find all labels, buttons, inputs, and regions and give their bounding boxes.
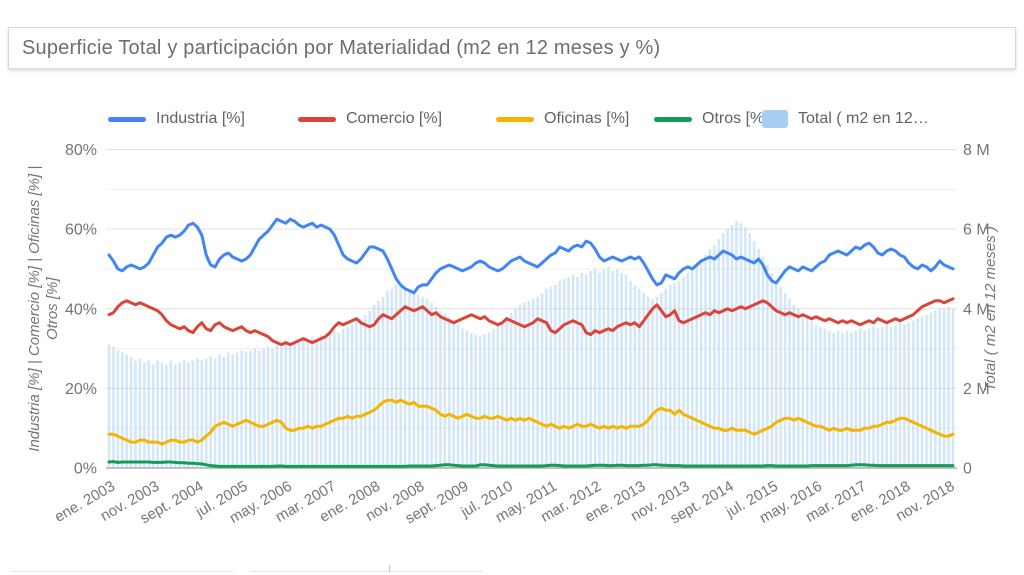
total-bar-swatch-icon [762, 110, 788, 128]
chart-title: Superficie Total y participación por Mat… [22, 36, 661, 59]
legend-item-total: Total ( m2 en 12… [762, 106, 929, 132]
svg-text:Otros [%]: Otros [%] [44, 277, 61, 340]
svg-text:6 M: 6 M [963, 222, 990, 239]
right-axis-title: Total ( m2 en 12 meses ) [982, 226, 999, 391]
svg-text:4 M: 4 M [963, 301, 990, 318]
svg-text:60%: 60% [65, 222, 97, 239]
legend-label: Comercio [%] [346, 110, 443, 127]
legend-label: Industria [%] [156, 110, 245, 127]
series-lines [107, 217, 955, 468]
svg-text:0%: 0% [74, 461, 97, 478]
left-axis-tick-labels: 0% 20% 40% 60% 80% [65, 142, 97, 478]
legend-item-oficinas: Oficinas [%] [496, 106, 629, 132]
bottom-range-handle-partial[interactable] [389, 565, 390, 572]
bottom-range-control-partial[interactable] [250, 571, 483, 572]
comercio-line-swatch-icon [298, 116, 336, 122]
legend-label: Oficinas [%] [544, 110, 630, 127]
legend-item-otros: Otros [%] [654, 106, 769, 132]
svg-text:2 M: 2 M [963, 381, 990, 398]
svg-text:Industria [%] | Comercio [%] |: Industria [%] | Comercio [%] | Oficinas … [26, 166, 43, 452]
chart-title-card: Superficie Total y participación por Mat… [8, 27, 1016, 69]
legend-item-comercio: Comercio [%] [298, 106, 442, 132]
industria-line-swatch-icon [108, 116, 146, 122]
svg-text:0: 0 [963, 461, 972, 478]
oficinas-line-swatch-icon [496, 116, 534, 122]
otros-line-swatch-icon [654, 116, 692, 122]
bottom-range-control-partial[interactable] [12, 571, 233, 572]
left-axis-title: Industria [%] | Comercio [%] | Oficinas … [26, 166, 61, 452]
svg-text:8 M: 8 M [963, 142, 990, 159]
legend-label: Otros [%] [702, 110, 769, 127]
svg-text:20%: 20% [65, 381, 97, 398]
svg-text:Total ( m2 en 12 meses ): Total ( m2 en 12 meses ) [982, 226, 999, 391]
right-axis-tick-labels: 0 2 M 4 M 6 M 8 M [963, 142, 990, 478]
svg-text:40%: 40% [65, 301, 97, 318]
total-bars [107, 221, 955, 468]
legend-label: Total ( m2 en 12… [798, 110, 929, 127]
legend-item-industria: Industria [%] [108, 106, 245, 132]
svg-text:80%: 80% [65, 142, 97, 159]
